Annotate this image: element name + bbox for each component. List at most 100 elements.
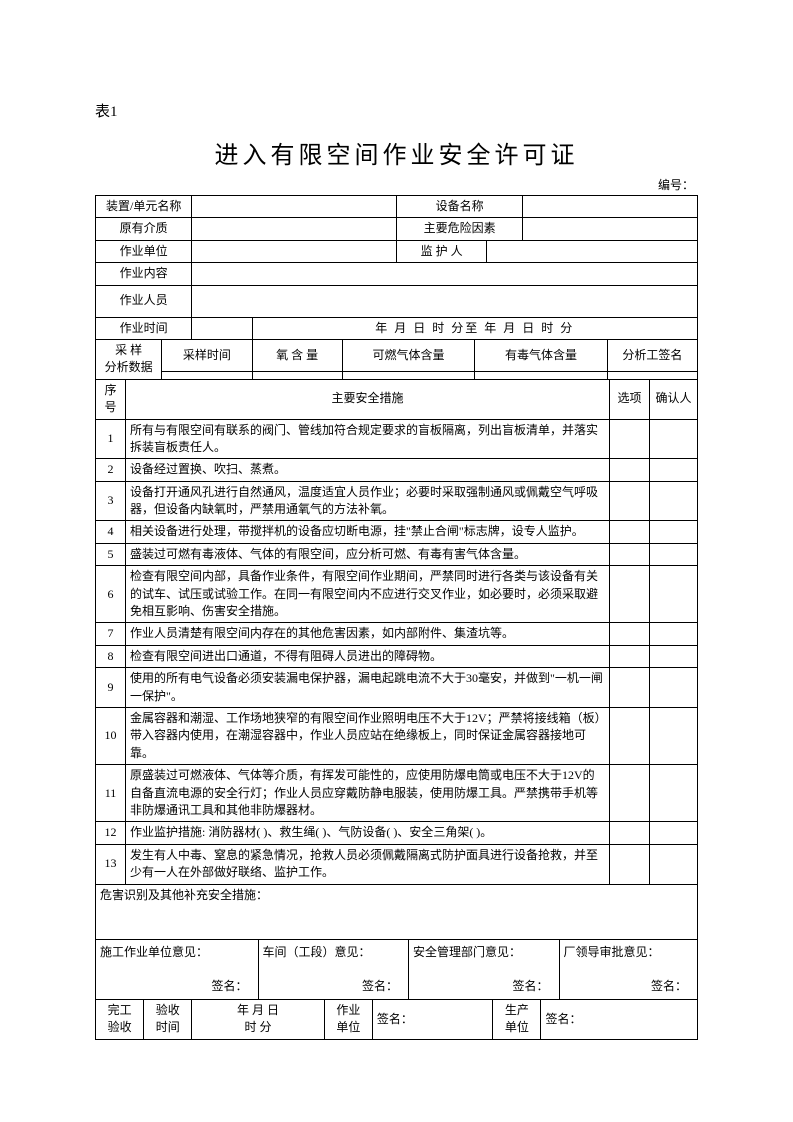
completion-work-unit-sign[interactable]: 签名：	[372, 1000, 492, 1039]
measure-confirmer[interactable]	[650, 481, 698, 521]
measure-option[interactable]	[610, 543, 650, 565]
col-confirmer-header: 确认人	[650, 380, 698, 419]
measure-confirmer[interactable]	[650, 645, 698, 667]
col-measure-header: 主要安全措施	[126, 380, 610, 419]
combustible-value[interactable]	[342, 372, 474, 379]
measure-num: 8	[96, 645, 126, 667]
measure-num: 1	[96, 419, 126, 459]
col-num-header: 序号	[96, 380, 126, 419]
accept-time-label: 验收 时间	[144, 1000, 192, 1039]
original-medium-value[interactable]	[192, 218, 397, 240]
sampling-main-label: 采 样 分析数据	[96, 340, 162, 379]
supervisor-label: 监 护 人	[396, 240, 486, 262]
work-time-label: 作业时间	[96, 317, 192, 339]
workers-label: 作业人员	[96, 285, 192, 317]
measure-text: 作业人员清楚有限空间内存在的其他危害因素，如内部附件、集渣坑等。	[126, 623, 610, 645]
measure-option[interactable]	[610, 844, 650, 884]
equipment-name-value[interactable]	[523, 196, 698, 218]
measure-option[interactable]	[610, 566, 650, 623]
opinions-table: 施工作业单位意见： 签名： 车间（工段）意见： 签名： 安全管理部门意见： 签名…	[95, 940, 698, 1001]
measure-text: 发生有人中毒、窒息的紧急情况，抢救人员必须佩戴隔离式防护面具进行设备抢救，并至少…	[126, 844, 610, 884]
measure-confirmer[interactable]	[650, 566, 698, 623]
measure-num: 6	[96, 566, 126, 623]
completion-table: 完工 验收 验收 时间 年 月 日 时 分 作业 单位 签名： 生产 单位 签名…	[95, 1000, 698, 1040]
work-unit-label: 作业单位	[96, 240, 192, 262]
completion-prod-unit-sign[interactable]: 签名：	[541, 1000, 698, 1039]
measure-text: 检查有限空间内部，具备作业条件，有限空间作业期间，严禁同时进行各类与该设备有关的…	[126, 566, 610, 623]
sign-label-4: 签名：	[651, 978, 687, 995]
measure-confirmer[interactable]	[650, 822, 698, 844]
oxygen-label: 氧 含 量	[252, 340, 342, 372]
measure-num: 13	[96, 844, 126, 884]
sampling-time-value[interactable]	[162, 372, 252, 379]
sign-label-2: 签名：	[362, 978, 398, 995]
equipment-name-label: 设备名称	[396, 196, 522, 218]
measure-option[interactable]	[610, 521, 650, 543]
measure-option[interactable]	[610, 419, 650, 459]
workers-value[interactable]	[192, 285, 698, 317]
measure-text: 所有与有限空间有联系的阀门、管线加符合规定要求的盲板隔离，列出盲板清单，并落实拆…	[126, 419, 610, 459]
unit-name-label: 装置/单元名称	[96, 196, 192, 218]
measure-num: 10	[96, 707, 126, 764]
measure-num: 3	[96, 481, 126, 521]
measure-confirmer[interactable]	[650, 459, 698, 481]
leader-opinion-label: 厂领导审批意见：	[564, 944, 693, 961]
toxic-value[interactable]	[475, 372, 607, 379]
work-time-blank[interactable]	[192, 317, 252, 339]
work-time-value[interactable]: 年 月 日 时 分至 年 月 日 时 分	[252, 317, 698, 339]
unit-name-value[interactable]	[192, 196, 397, 218]
completion-work-unit-label: 作业 单位	[324, 1000, 372, 1039]
table-number-label: 表1	[95, 100, 698, 121]
toxic-label: 有毒气体含量	[475, 340, 607, 372]
hazard-factor-label: 主要危险因素	[396, 218, 522, 240]
measure-text: 设备打开通风孔进行自然通风，温度适宜人员作业；必要时采取强制通风或佩戴空气呼吸器…	[126, 481, 610, 521]
measure-text: 相关设备进行处理，带搅拌机的设备应切断电源，挂"禁止合闸"标志牌，设专人监护。	[126, 521, 610, 543]
hazard-factor-value[interactable]	[523, 218, 698, 240]
measure-option[interactable]	[610, 668, 650, 708]
work-content-value[interactable]	[192, 263, 698, 285]
workshop-opinion-label: 车间（工段）意见：	[263, 944, 405, 961]
measure-text: 设备经过置换、吹扫、蒸煮。	[126, 459, 610, 481]
analyst-value[interactable]	[607, 372, 697, 379]
measure-option[interactable]	[610, 459, 650, 481]
measure-confirmer[interactable]	[650, 543, 698, 565]
measure-confirmer[interactable]	[650, 623, 698, 645]
completion-prod-unit-label: 生产 单位	[493, 1000, 541, 1039]
measure-num: 7	[96, 623, 126, 645]
header-table: 装置/单元名称 设备名称 原有介质 主要危险因素 作业单位 监 护 人 作业内容…	[95, 195, 698, 340]
measure-num: 11	[96, 765, 126, 822]
oxygen-value[interactable]	[252, 372, 342, 379]
measure-num: 4	[96, 521, 126, 543]
original-medium-label: 原有介质	[96, 218, 192, 240]
measure-num: 12	[96, 822, 126, 844]
measure-confirmer[interactable]	[650, 765, 698, 822]
measure-confirmer[interactable]	[650, 844, 698, 884]
measure-confirmer[interactable]	[650, 521, 698, 543]
measure-text: 使用的所有电气设备必须安装漏电保护器，漏电起跳电流不大于30毫安，并做到"一机一…	[126, 668, 610, 708]
col-option-header: 选项	[610, 380, 650, 419]
measure-confirmer[interactable]	[650, 707, 698, 764]
measure-option[interactable]	[610, 822, 650, 844]
supervisor-value[interactable]	[487, 240, 698, 262]
hazard-identify-cell[interactable]: 危害识别及其他补充安全措施：	[96, 884, 698, 939]
measure-num: 2	[96, 459, 126, 481]
sampling-time-label: 采样时间	[162, 340, 252, 372]
measure-text: 盛装过可燃有毒液体、气体的有限空间，应分析可燃、有毒有害气体含量。	[126, 543, 610, 565]
measure-option[interactable]	[610, 481, 650, 521]
work-content-label: 作业内容	[96, 263, 192, 285]
measure-confirmer[interactable]	[650, 419, 698, 459]
measure-text: 检查有限空间进出口通道，不得有阻碍人员进出的障碍物。	[126, 645, 610, 667]
measure-option[interactable]	[610, 645, 650, 667]
construction-opinion-label: 施工作业单位意见：	[100, 944, 254, 961]
safety-mgmt-opinion-label: 安全管理部门意见：	[413, 944, 555, 961]
measure-option[interactable]	[610, 765, 650, 822]
serial-number-label: 编号：	[95, 176, 698, 193]
measure-text: 作业监护措施: 消防器材( )、救生绳( )、气防设备( )、安全三角架( )。	[126, 822, 610, 844]
accept-time-value[interactable]: 年 月 日 时 分	[192, 1000, 324, 1039]
measure-option[interactable]	[610, 707, 650, 764]
measure-confirmer[interactable]	[650, 668, 698, 708]
measure-option[interactable]	[610, 623, 650, 645]
completion-main-label: 完工 验收	[96, 1000, 144, 1039]
work-unit-value[interactable]	[192, 240, 397, 262]
sign-label-1: 签名：	[212, 978, 248, 995]
